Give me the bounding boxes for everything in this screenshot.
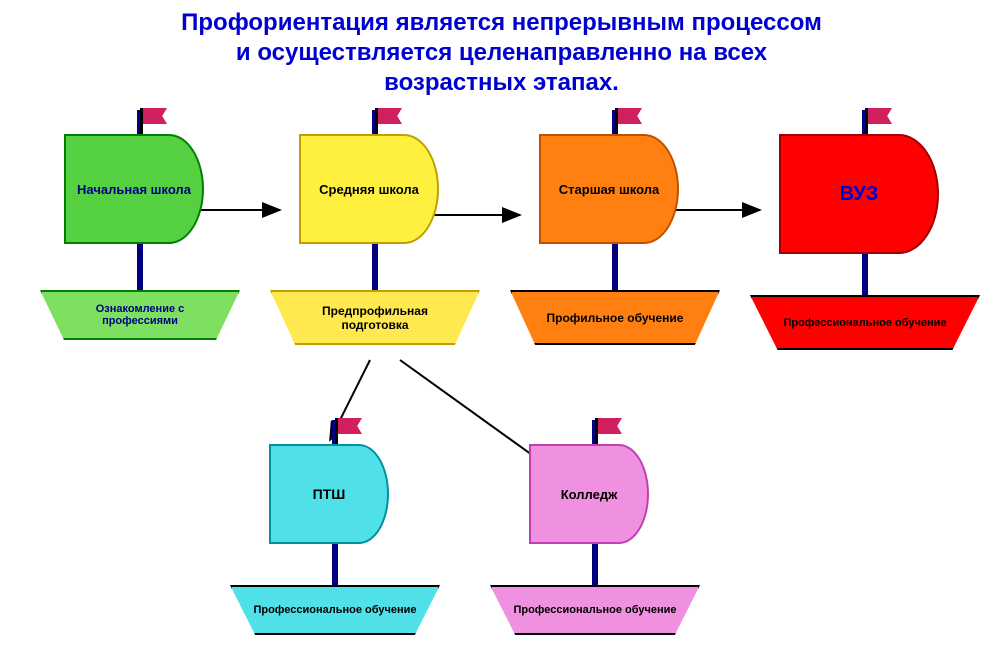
hull-label: Профессиональное обучение — [513, 604, 676, 616]
hull-label: Предпрофильная подготовка — [292, 304, 458, 332]
hull: Предпрофильная подготовка — [270, 290, 480, 345]
hull-label: Профессиональное обучение — [253, 604, 416, 616]
title-line: возрастных этапах. — [0, 68, 1003, 98]
title-line: Профориентация является непрерывным проц… — [0, 8, 1003, 38]
hull-label: Профильное обучение — [547, 311, 684, 325]
sail: ПТШ — [269, 444, 389, 544]
sail-label: Старшая школа — [559, 182, 659, 197]
sail-label: Средняя школа — [319, 182, 419, 197]
sail-label: Начальная школа — [77, 182, 191, 197]
title-line: и осуществляется целенаправленно на всех — [0, 38, 1003, 68]
hull: Профессиональное обучение — [230, 585, 440, 635]
sail-label: ВУЗ — [840, 183, 879, 206]
page-title: Профориентация является непрерывным проц… — [0, 0, 1003, 98]
sail: ВУЗ — [779, 134, 939, 254]
hull: Профильное обучение — [510, 290, 720, 345]
hull-label: Ознакомление с профессиями — [62, 303, 218, 327]
hull: Профессиональное обучение — [750, 295, 980, 350]
sail: Начальная школа — [64, 134, 204, 244]
sail: Старшая школа — [539, 134, 679, 244]
sail: Колледж — [529, 444, 649, 544]
hull: Ознакомление с профессиями — [40, 290, 240, 340]
sail-label: Колледж — [561, 487, 618, 502]
sail-label: ПТШ — [313, 486, 346, 502]
sail: Средняя школа — [299, 134, 439, 244]
hull: Профессиональное обучение — [490, 585, 700, 635]
hull-label: Профессиональное обучение — [783, 317, 946, 329]
